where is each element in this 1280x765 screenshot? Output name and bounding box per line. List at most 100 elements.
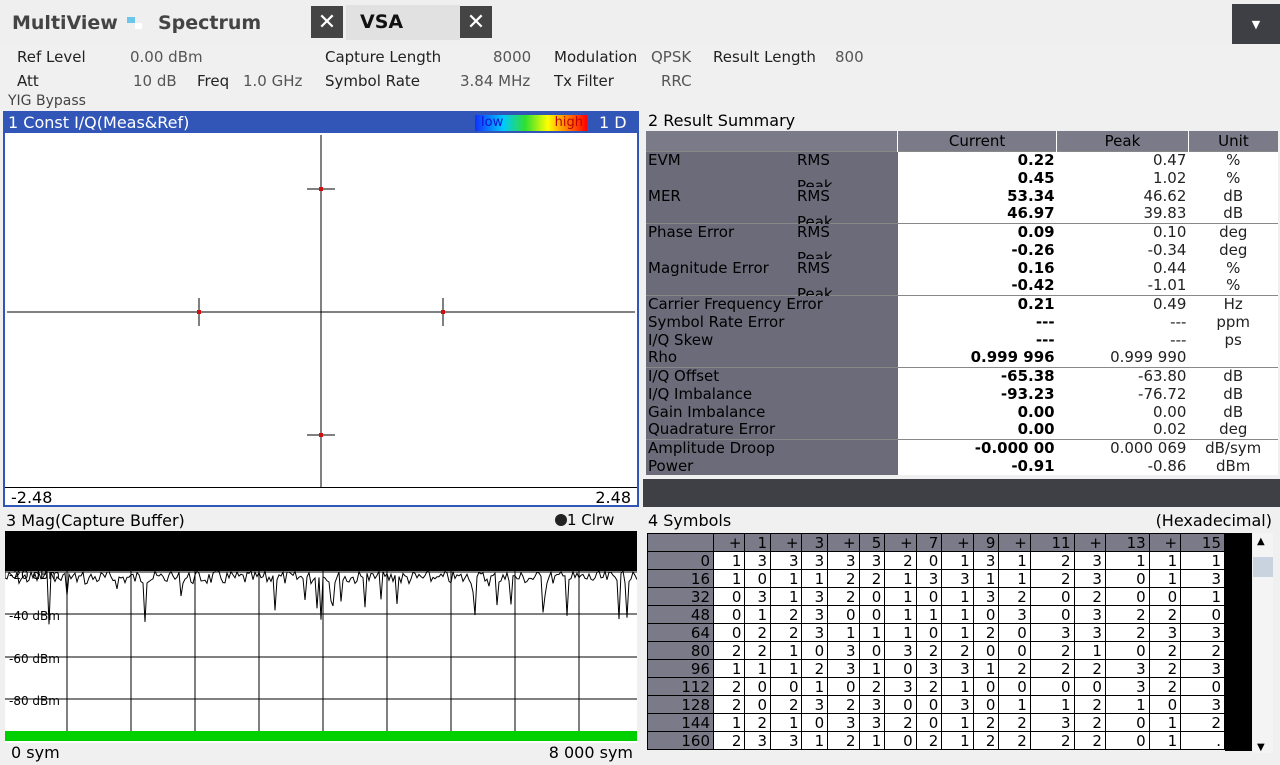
sym-cell: 3 [770, 551, 803, 570]
sym-cell: 2 [884, 713, 917, 732]
sym-col-header: + [1148, 533, 1182, 552]
trace-indicator: 1 Clrw [555, 511, 614, 531]
sym-cell: 0 [915, 587, 943, 606]
summary-current-cell: -0.91 [897, 457, 1057, 475]
summary-unit-cell: ps [1188, 331, 1278, 349]
symbols-panel[interactable]: 4 Symbols (Hexadecimal) +1 +3 +5 +7 +9 +11 +13… [643, 511, 1280, 763]
sym-cell: 3 [827, 713, 860, 732]
sym-cell: 1 [915, 605, 943, 624]
constellation-panel[interactable]: 1 Const I/Q(Meas&Ref) low high 1 D -2.48… [3, 111, 639, 507]
tab-vsa-container[interactable]: VSA [346, 5, 460, 40]
ref-level-value: 0.00 dBm [130, 48, 203, 66]
sym-cell: 3 [915, 659, 943, 678]
sym-cell: 2 [1029, 569, 1075, 588]
sym-row: 96 1 1 1 2 3 1 0 3 3 1 2 2 2 3 2 3 [647, 659, 1225, 678]
sym-row-index: 0 [647, 551, 714, 570]
summary-row: Gain Imbalance 0.00 0.00 dB [646, 403, 1278, 421]
sym-cell: 1 [1104, 695, 1150, 714]
magnitude-plot[interactable]: -20 dBm -40 dBm -60 dBm -80 dBm [5, 531, 637, 743]
sym-cell: 1 [1148, 731, 1182, 750]
summary-row: Peak -0.42 -1.01% [646, 277, 1278, 302]
sym-cell: 2 [1029, 551, 1075, 570]
sym-cell: 0 [770, 677, 803, 696]
sym-cell: 3 [858, 551, 886, 570]
sym-col-header: + [827, 533, 860, 552]
scroll-up-icon[interactable]: ▲ [1257, 536, 1265, 547]
sym-row: 160 2 3 3 1 2 1 0 2 1 2 2 2 2 0 1. [647, 731, 1225, 750]
summary-label-text: I/Q Offset [648, 366, 720, 385]
sym-cell: 0 [827, 677, 860, 696]
sym-cell: 0 [1073, 677, 1106, 696]
sym-cell: 1 [941, 605, 974, 624]
summary-current-cell: --- [897, 313, 1057, 331]
sym-cell: 1 [972, 569, 1000, 588]
sym-cell: 2 [941, 641, 974, 660]
symbols-right-area [1225, 533, 1252, 751]
const-point-top [307, 187, 335, 191]
tab-multiview[interactable]: MultiView [12, 12, 118, 34]
sym-cell: 0 [1029, 677, 1075, 696]
summary-unit-cell: % [1188, 259, 1278, 277]
symbols-table: +1 +3 +5 +7 +9 +11 +13 +15 0 1 3 3 3 3 3 2 0 1 3 1 2 3 1 1 1 16 1… [647, 533, 1225, 750]
summary-row-label: I/Q Skew [646, 331, 898, 349]
legend-high: high [554, 115, 583, 130]
sym-row-index: 32 [647, 587, 714, 606]
tab-spectrum[interactable]: Spectrum [158, 12, 262, 34]
result-summary-panel[interactable]: 2 Result Summary Current Peak Unit EVM RM… [643, 111, 1280, 507]
sym-cell: 0 [1104, 641, 1150, 660]
summary-peak-cell: 39.83 [1056, 205, 1189, 223]
tab-vsa[interactable]: VSA [360, 11, 404, 33]
summary-row: I/Q Skew --- --- ps [646, 331, 1278, 349]
summary-label-text: Symbol Rate Error [648, 312, 785, 331]
sym-cell: 1 [941, 551, 974, 570]
sym-cell: 3 [941, 695, 974, 714]
scroll-down-icon[interactable]: ▼ [1257, 742, 1265, 753]
sym-cell: 1 [972, 659, 1000, 678]
constellation-plot[interactable] [7, 135, 635, 489]
menu-dropdown-button[interactable]: ▼ [1232, 4, 1280, 44]
sym-cell: 1 [1180, 551, 1225, 570]
sym-cell: 3 [1180, 695, 1225, 714]
sym-cell: 2 [1180, 641, 1225, 660]
summary-label-text: Power [648, 456, 694, 475]
result-length-value: 800 [835, 48, 864, 66]
sym-cell: 2 [1073, 713, 1106, 732]
constellation-footer: -2.48 2.48 [5, 487, 637, 507]
close-spectrum-button[interactable]: ✕ [311, 6, 343, 38]
sym-col-header: 15 [1180, 533, 1225, 552]
summary-peak-cell: 0.999 990 [1056, 349, 1189, 367]
trace-label: 1 Clrw [567, 511, 615, 529]
summary-row-label: Quadrature Error [646, 421, 898, 439]
sym-cell: 3 [801, 587, 829, 606]
summary-current-cell: -0.000 00 [897, 438, 1057, 457]
sym-cell: 2 [1029, 659, 1075, 678]
summary-label-text: Carrier Frequency Error [648, 294, 823, 313]
sym-cell: 3 [941, 569, 974, 588]
summary-current-cell: -0.42 [897, 277, 1057, 295]
sym-cell: 2 [998, 731, 1031, 750]
symbols-scrollbar[interactable]: ▲ ▼ [1253, 533, 1273, 753]
close-vsa-button[interactable]: ✕ [460, 6, 492, 38]
scroll-thumb[interactable] [1253, 557, 1273, 577]
sym-cell: 2 [1148, 641, 1182, 660]
sym-cell: 2 [1148, 605, 1182, 624]
color-scale-legend: low high [475, 115, 587, 131]
sym-cell: . [1180, 731, 1225, 750]
magnitude-panel[interactable]: 3 Mag(Capture Buffer) 1 Clrw -20 dBm -40… [3, 511, 639, 763]
sym-cell: 3 [858, 713, 886, 732]
summary-current-cell: 0.999 996 [897, 349, 1057, 367]
summary-current-cell: -0.26 [897, 241, 1057, 259]
summary-label-text: I/Q Skew [648, 330, 714, 349]
sym-col-header: 3 [801, 533, 829, 552]
sym-corner [647, 533, 714, 552]
const-point-right [441, 298, 445, 326]
summary-label-text: Quadrature Error [648, 420, 776, 439]
sym-col-header: + [941, 533, 974, 552]
sym-cell: 1 [1180, 587, 1225, 606]
close-icon: ✕ [466, 9, 486, 35]
sym-cell: 2 [770, 605, 803, 624]
y-label-minus60: -60 dBm [9, 652, 60, 666]
symbol-rate-value: 3.84 MHz [460, 72, 531, 90]
col-current: Current [897, 131, 1057, 151]
ref-level-label: Ref Level [17, 48, 86, 66]
